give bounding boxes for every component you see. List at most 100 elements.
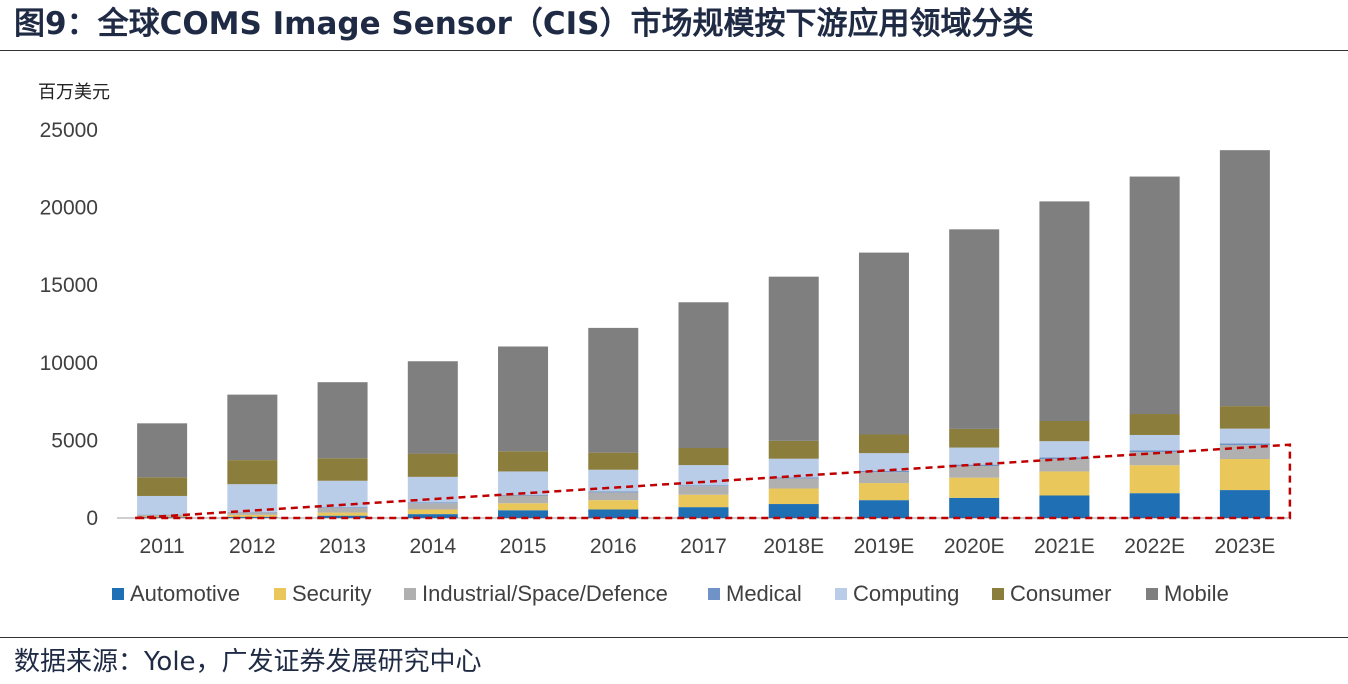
x-tick-label: 2022E (1124, 535, 1185, 558)
bar-automotive-2016 (588, 509, 639, 518)
bar-mobile-2019e (858, 252, 909, 435)
bar-security-2014 (407, 509, 458, 515)
bar-security-2022e (1129, 465, 1180, 494)
legend-label: Computing (853, 581, 959, 606)
legend-swatch (274, 588, 286, 600)
legend-label: Industrial/Space/Defence (422, 581, 668, 606)
bar-security-2017 (678, 494, 729, 508)
bars-layer (137, 150, 1270, 518)
bar-security-2023e (1219, 459, 1270, 491)
bar-medical-2013 (317, 507, 368, 508)
bar-mobile-2023e (1219, 150, 1270, 407)
bar-industrial-space-defence-2017 (678, 486, 729, 495)
legend-label: Consumer (1010, 581, 1111, 606)
x-tick-label: 2014 (409, 535, 456, 558)
bar-mobile-2021e (1039, 201, 1090, 421)
bar-security-2015 (498, 503, 549, 511)
bar-medical-2018e (768, 477, 819, 479)
legend-label: Security (292, 581, 371, 606)
x-tick-label: 2011 (140, 535, 185, 558)
bar-computing-2015 (498, 471, 549, 495)
bar-computing-2018e (768, 458, 819, 478)
bar-mobile-2011 (137, 423, 188, 478)
legend-swatch (112, 588, 124, 600)
bar-security-2021e (1039, 471, 1090, 496)
bar-consumer-2012 (227, 460, 278, 485)
bar-medical-2016 (588, 491, 639, 493)
bar-consumer-2018e (768, 440, 819, 459)
bar-security-2020e (949, 477, 1000, 498)
x-tick-label: 2018E (763, 535, 824, 558)
bar-security-2019e (858, 483, 909, 501)
bar-industrial-space-defence-2019e (858, 472, 909, 484)
bar-consumer-2017 (678, 448, 729, 466)
bar-computing-2021e (1039, 441, 1090, 458)
bar-automotive-2014 (407, 514, 458, 518)
bar-medical-2022e (1129, 450, 1180, 453)
source-note: 数据来源：Yole，广发证券发展研究中心 (14, 647, 482, 677)
bar-automotive-2015 (498, 510, 549, 518)
bar-consumer-2016 (588, 452, 639, 470)
axis-layer: 0 5000 10000 15000 20000 25000 2011 2012 2013 201… (40, 119, 1290, 558)
bar-computing-2022e (1129, 434, 1180, 451)
bar-consumer-2015 (498, 451, 549, 472)
bar-computing-2016 (588, 469, 639, 492)
y-tick-label: 5000 (51, 429, 98, 452)
bar-security-2012 (227, 514, 278, 517)
bar-computing-2012 (227, 484, 278, 513)
bar-automotive-2023e (1219, 490, 1270, 518)
bar-industrial-space-defence-2015 (498, 495, 549, 504)
bar-computing-2019e (858, 453, 909, 471)
title-rule (0, 50, 1348, 51)
bar-mobile-2015 (498, 346, 549, 452)
x-tick-label: 2015 (500, 535, 547, 558)
bar-automotive-2018e (768, 504, 819, 518)
legend-label: Mobile (1164, 581, 1229, 606)
bar-consumer-2023e (1219, 406, 1270, 429)
legend-swatch (1146, 588, 1158, 600)
bar-mobile-2014 (407, 361, 458, 454)
bar-consumer-2022e (1129, 414, 1180, 435)
bar-industrial-space-defence-2023e (1219, 445, 1270, 460)
bar-mobile-2020e (949, 229, 1000, 429)
legend-swatch (404, 588, 416, 600)
bar-automotive-2020e (949, 497, 1000, 518)
y-tick-label: 10000 (40, 352, 98, 375)
bar-industrial-space-defence-2014 (407, 503, 458, 510)
bar-security-2018e (768, 488, 819, 505)
bar-consumer-2011 (137, 477, 188, 496)
legend-swatch (708, 588, 720, 600)
bar-automotive-2017 (678, 507, 729, 518)
bar-consumer-2019e (858, 434, 909, 454)
bar-mobile-2018e (768, 276, 819, 441)
bar-mobile-2016 (588, 327, 639, 453)
annotation-layer (135, 443, 1292, 520)
x-tick-label: 2017 (680, 535, 727, 558)
bar-consumer-2021e (1039, 421, 1090, 442)
source-rule (0, 637, 1348, 638)
bar-mobile-2012 (227, 394, 278, 461)
bar-industrial-space-defence-2012 (227, 512, 278, 515)
y-axis-unit-label: 百万美元 (38, 82, 110, 103)
legend: Automotive Security Industrial/Space/Defen… (112, 581, 1229, 606)
bar-industrial-space-defence-2016 (588, 492, 639, 501)
bar-computing-2013 (317, 480, 368, 508)
bar-industrial-space-defence-2013 (317, 507, 368, 513)
y-tick-label: 0 (86, 507, 98, 530)
x-tick-label: 2020E (944, 535, 1005, 558)
legend-swatch (835, 588, 847, 600)
figure-title: 图9：全球COMS Image Sensor（CIS）市场规模按下游应用领域分类 (14, 6, 1034, 42)
bar-industrial-space-defence-2018e (768, 478, 819, 489)
bar-industrial-space-defence-2021e (1039, 459, 1090, 472)
y-tick-label: 20000 (40, 197, 98, 220)
x-tick-label: 2013 (319, 535, 366, 558)
bar-computing-2023e (1219, 428, 1270, 444)
bar-mobile-2013 (317, 382, 368, 459)
bar-industrial-space-defence-2020e (949, 466, 1000, 478)
x-tick-label: 2021E (1034, 535, 1095, 558)
bar-consumer-2014 (407, 453, 458, 477)
bar-consumer-2013 (317, 458, 368, 481)
x-tick-label: 2023E (1215, 535, 1276, 558)
bar-medical-2021e (1039, 457, 1090, 460)
